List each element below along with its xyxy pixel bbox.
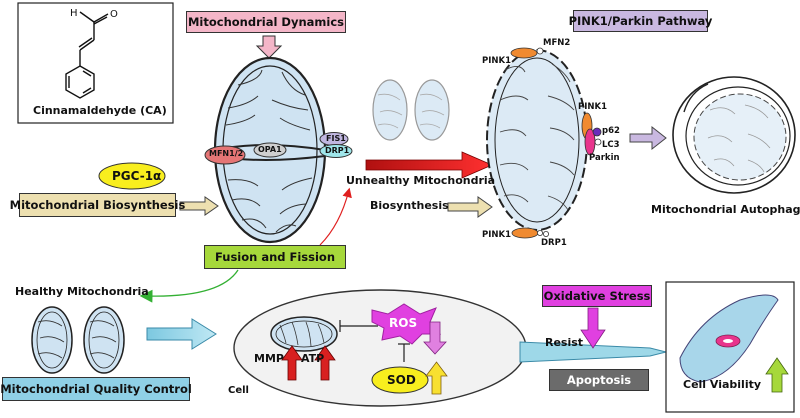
drp1-bottom-label: DRP1 [541, 238, 567, 248]
drp1-label: DRP1 [325, 146, 350, 155]
pink1-top-protein [510, 47, 538, 59]
fis1-label: FIS1 [326, 134, 346, 143]
pink1-top-label: PINK1 [482, 56, 512, 66]
healthy-label: Healthy Mitochondria [15, 285, 149, 298]
pink1-bottom-protein [511, 227, 539, 239]
biosynthesis-box: Mitochondrial Biosynthesis [10, 193, 185, 217]
pink-parkin-title: PINK1/Parkin Pathway [569, 10, 712, 32]
resist-wedge-arrow [519, 341, 667, 363]
small-mitochondria-pair [372, 79, 450, 141]
mfn12-label: MFN1/2 [209, 149, 244, 158]
dynamics-box: Mitochondrial Dynamics [186, 11, 346, 33]
cell-viability-label: Cell Viability [683, 378, 762, 391]
autophagosome [672, 76, 796, 194]
oxidative-down-arrow [580, 307, 606, 349]
unhealthy-red-arrow [365, 151, 494, 179]
sod-ellipse [371, 366, 429, 394]
autophagy-label: Mitochondrial Autophagy [651, 203, 800, 216]
quality-control-arrow [146, 318, 217, 350]
compound-name: Cinnamaldehyde (CA) [33, 104, 167, 117]
oxidative-stress-box: Oxidative Stress [542, 285, 652, 307]
atom-h: H [70, 8, 78, 19]
healthy-green-arrow [139, 269, 239, 303]
pgc-label: PGC-1α [112, 169, 162, 183]
biosynthesis-right-arrow [447, 196, 493, 218]
fusion-fission-box: Fusion and Fission [204, 245, 346, 269]
parkin-label: Parkin [589, 153, 620, 163]
lc3-label: LC3 [602, 140, 620, 150]
mfn2-protein [536, 47, 544, 55]
atp-label: ATP [301, 352, 325, 365]
biosynthesis-arrow [179, 196, 219, 216]
p62-protein [592, 127, 602, 137]
mfn12-ellipse [204, 145, 246, 165]
pink-down-arrow [255, 35, 283, 59]
pink1-bottom-label: PINK1 [482, 230, 512, 240]
drp1-bottom-protein-b [543, 230, 550, 237]
ros-label: ROS [389, 316, 418, 330]
pink1-right-label: PINK1 [578, 102, 608, 112]
lc3-protein [594, 138, 602, 146]
cell-mitochondrion [270, 316, 338, 352]
opa1-label: OPA1 [258, 145, 282, 154]
sod-label: SOD [387, 373, 416, 387]
unhealthy-label: Unhealthy Mitochondria [346, 174, 496, 187]
pgc-ellipse [98, 162, 166, 190]
viable-cell-nucleolus [723, 339, 733, 343]
healthy-mitochondria-pair [31, 306, 125, 374]
inhibition-ros-to-mito [339, 320, 378, 332]
mfn2-label: MFN2 [543, 38, 571, 48]
drp1-bottom-protein-a [537, 229, 544, 236]
sod-up-arrow [425, 361, 448, 395]
opa1-ellipse [253, 142, 287, 158]
atp-up-arrow [314, 345, 336, 381]
inhibition-sod-to-ros [398, 343, 410, 362]
mmp-up-arrow [281, 345, 303, 381]
biosynthesis-label: Biosynthesis [370, 199, 449, 212]
drp1-ellipse [319, 144, 353, 158]
p62-label: p62 [602, 126, 620, 136]
ros-down-arrow [423, 321, 447, 355]
atom-o: O [110, 9, 118, 20]
fusion-red-arrow [319, 187, 352, 246]
quality-control-box: Mitochondrial Quality Control [0, 377, 192, 401]
damaged-mitochondrion [486, 49, 588, 231]
cell-label: Cell [228, 385, 249, 396]
viability-up-arrow [765, 357, 789, 393]
mmp-label: MMP [254, 352, 284, 365]
autophagy-arrow [629, 125, 667, 151]
apoptosis-box: Apoptosis [549, 369, 649, 391]
cinnamaldehyde-structure [65, 11, 109, 99]
resist-label: Resist [545, 336, 584, 349]
